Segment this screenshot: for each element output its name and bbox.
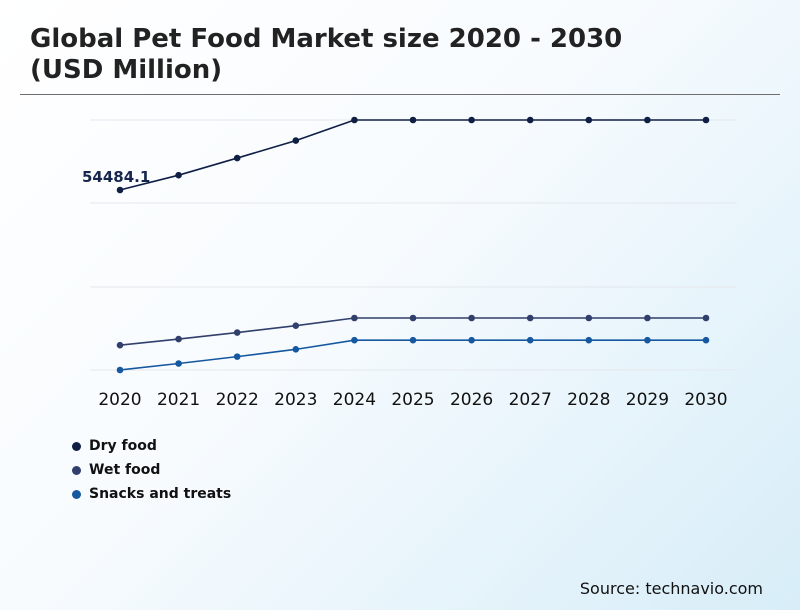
data-point-s1-1 (175, 335, 182, 343)
data-point-s2-10 (702, 336, 710, 344)
data-point-s0-6 (468, 116, 475, 124)
data-point-s2-7 (526, 336, 534, 344)
data-point-s1-5 (409, 314, 417, 322)
x-tick-label-9: 2029 (626, 390, 669, 410)
data-point-s2-0 (116, 366, 124, 374)
chart-legend: Dry food Wet food Snacks and treats (72, 434, 231, 506)
data-point-s2-4 (351, 336, 358, 344)
x-tick-label-0: 2020 (98, 390, 141, 410)
source-credit: Source: technavio.com (579, 579, 763, 598)
data-point-s1-9 (644, 314, 651, 322)
data-point-s0-5 (409, 116, 417, 124)
data-point-s1-7 (526, 314, 534, 322)
data-point-s0-8 (585, 116, 593, 124)
line-chart: 2020 2021 2022 2023 2024 2025 2026 2027 2028 2029… (82, 116, 737, 410)
x-tick-label-4: 2024 (333, 390, 376, 410)
series-line-0 (119, 119, 706, 191)
data-point-s2-5 (409, 336, 417, 344)
data-point-s2-1 (175, 360, 182, 367)
legend-label: Snacks and treats (89, 486, 232, 502)
data-point-s0-3 (292, 137, 300, 144)
data-point-s2-9 (644, 336, 651, 344)
data-label-0: 54484.1 (82, 168, 150, 186)
x-tick-label-7: 2027 (509, 390, 552, 410)
legend-dot-icon (72, 465, 81, 475)
data-point-s2-6 (468, 336, 475, 344)
data-point-s1-6 (468, 314, 475, 322)
data-point-s0-7 (526, 116, 534, 124)
legend-label: Wet food (89, 462, 161, 478)
title-divider (20, 94, 780, 95)
data-point-s1-2 (233, 329, 241, 336)
x-tick-label-1: 2021 (157, 390, 200, 410)
data-point-s2-3 (292, 346, 300, 353)
data-point-s0-1 (175, 171, 182, 179)
data-point-s1-3 (292, 322, 300, 329)
x-tick-label-8: 2028 (567, 390, 610, 410)
legend-label: Dry food (89, 438, 157, 454)
legend-dot-icon (72, 489, 81, 499)
x-tick-label-10: 2030 (684, 390, 727, 410)
data-point-s2-8 (585, 336, 593, 344)
x-tick-label-3: 2023 (274, 390, 317, 410)
data-point-s0-9 (644, 116, 651, 124)
legend-item-0: Dry food (72, 434, 231, 458)
chart-title: Global Pet Food Market size 2020 - 2030 … (30, 24, 623, 85)
data-point-s1-8 (585, 314, 593, 322)
data-point-s0-2 (233, 154, 241, 162)
data-point-s1-4 (351, 314, 358, 322)
data-point-s0-0 (116, 186, 124, 194)
data-point-s1-0 (116, 341, 124, 349)
series-line-2 (119, 339, 706, 371)
data-point-s0-10 (702, 116, 710, 124)
x-tick-label-6: 2026 (450, 390, 493, 410)
data-point-s2-2 (233, 353, 241, 360)
x-tick-label-2: 2022 (216, 390, 259, 410)
x-tick-label-5: 2025 (391, 390, 434, 410)
legend-item-1: Wet food (72, 458, 231, 482)
data-point-s0-4 (351, 116, 358, 124)
legend-item-2: Snacks and treats (72, 482, 231, 506)
legend-dot-icon (72, 441, 81, 451)
data-point-s1-10 (702, 314, 710, 322)
